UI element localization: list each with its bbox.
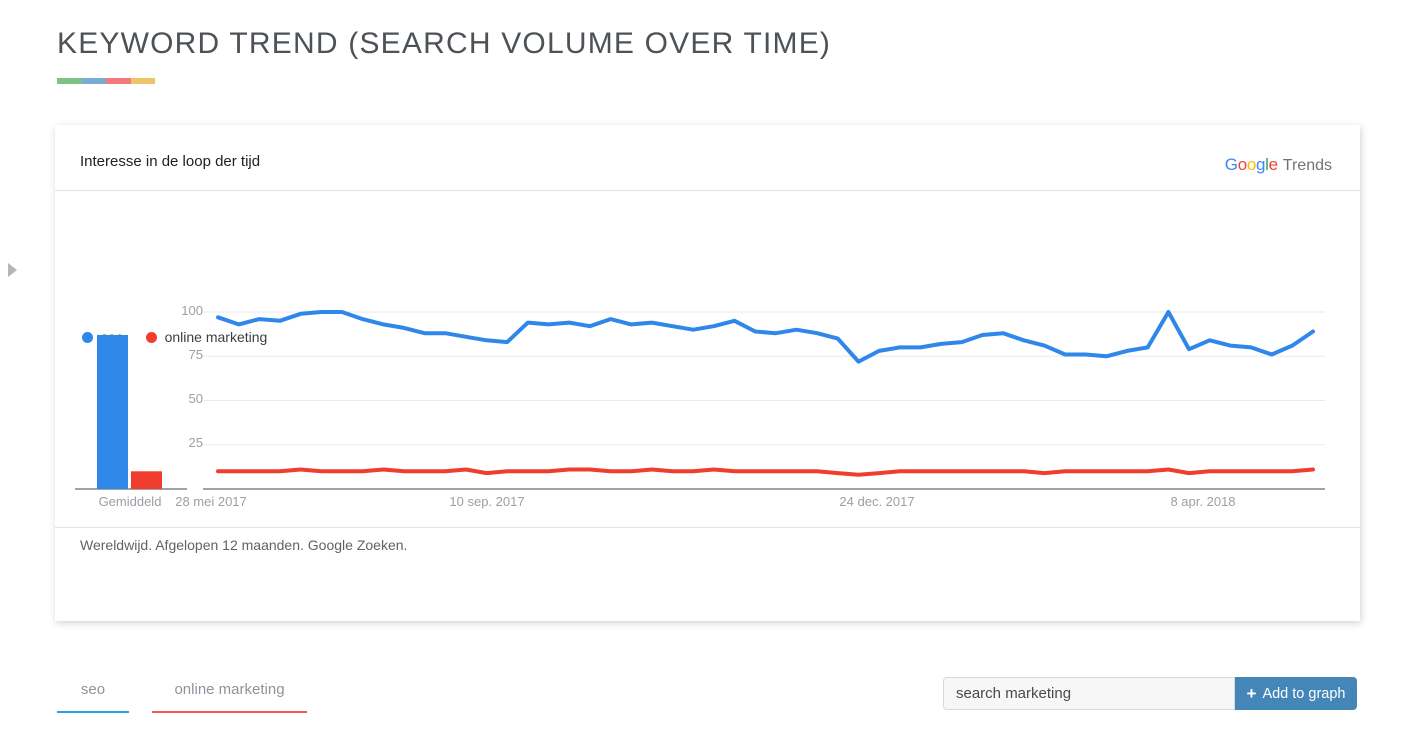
add-to-graph-label: Add to graph [1262,685,1346,702]
xlabel-24-dec-2017: 24 dec. 2017 [839,494,915,509]
ytick-25: 25 [188,435,203,450]
tab-online-marketing[interactable]: online marketing [152,680,307,713]
google-logo: Google [1224,155,1278,174]
xlabel-10-sep-2017: 10 sep. 2017 [449,494,525,509]
tab-online-marketing-underline [152,711,307,713]
title-underline-stripe [57,78,155,84]
trends-card: Interesse in de loop der tijd Google Tre… [55,125,1360,621]
ytick-100: 100 [181,303,203,318]
stripe-segment [57,78,82,84]
legend-label-online-marketing: online marketing [164,329,268,345]
sidebar-expand-icon[interactable] [8,263,17,277]
plus-icon: + [1246,684,1257,703]
tab-seo[interactable]: seo [57,680,129,713]
tab-seo-label: seo [80,681,106,698]
keyword-search-input[interactable] [943,677,1235,710]
page-title: KEYWORD TREND (SEARCH VOLUME OVER TIME) [57,27,832,60]
tab-online-marketing-label: online marketing [174,681,285,698]
header-divider [55,190,1360,191]
tab-seo-underline [57,711,129,713]
stripe-segment [81,78,106,84]
seo-series-dot-icon [82,331,93,343]
google-logo-trends-text: Trends [1282,157,1332,174]
legend-item-online-marketing: online marketing [145,329,268,345]
xlabel-gemiddeld: Gemiddeld [98,494,162,509]
chart-title: Interesse in de loop der tijd [80,153,261,170]
stripe-segment [130,78,155,84]
stripe-segment [106,78,131,84]
google-trends-logo[interactable]: Google Trends [1225,155,1332,175]
xlabel-28-mei-2017: 28 mei 2017 [175,494,247,509]
add-to-graph-button[interactable]: + Add to graph [1235,677,1357,710]
ytick-75: 75 [188,347,203,362]
footer-divider [55,527,1360,528]
trend-chart[interactable] [55,125,1360,621]
online-marketing-series-dot-icon [145,331,157,343]
chart-footnote: Wereldwijd. Afgelopen 12 maanden. Google… [80,537,408,553]
ytick-50: 50 [188,391,203,406]
xlabel-8-apr-2018: 8 apr. 2018 [1170,494,1236,509]
